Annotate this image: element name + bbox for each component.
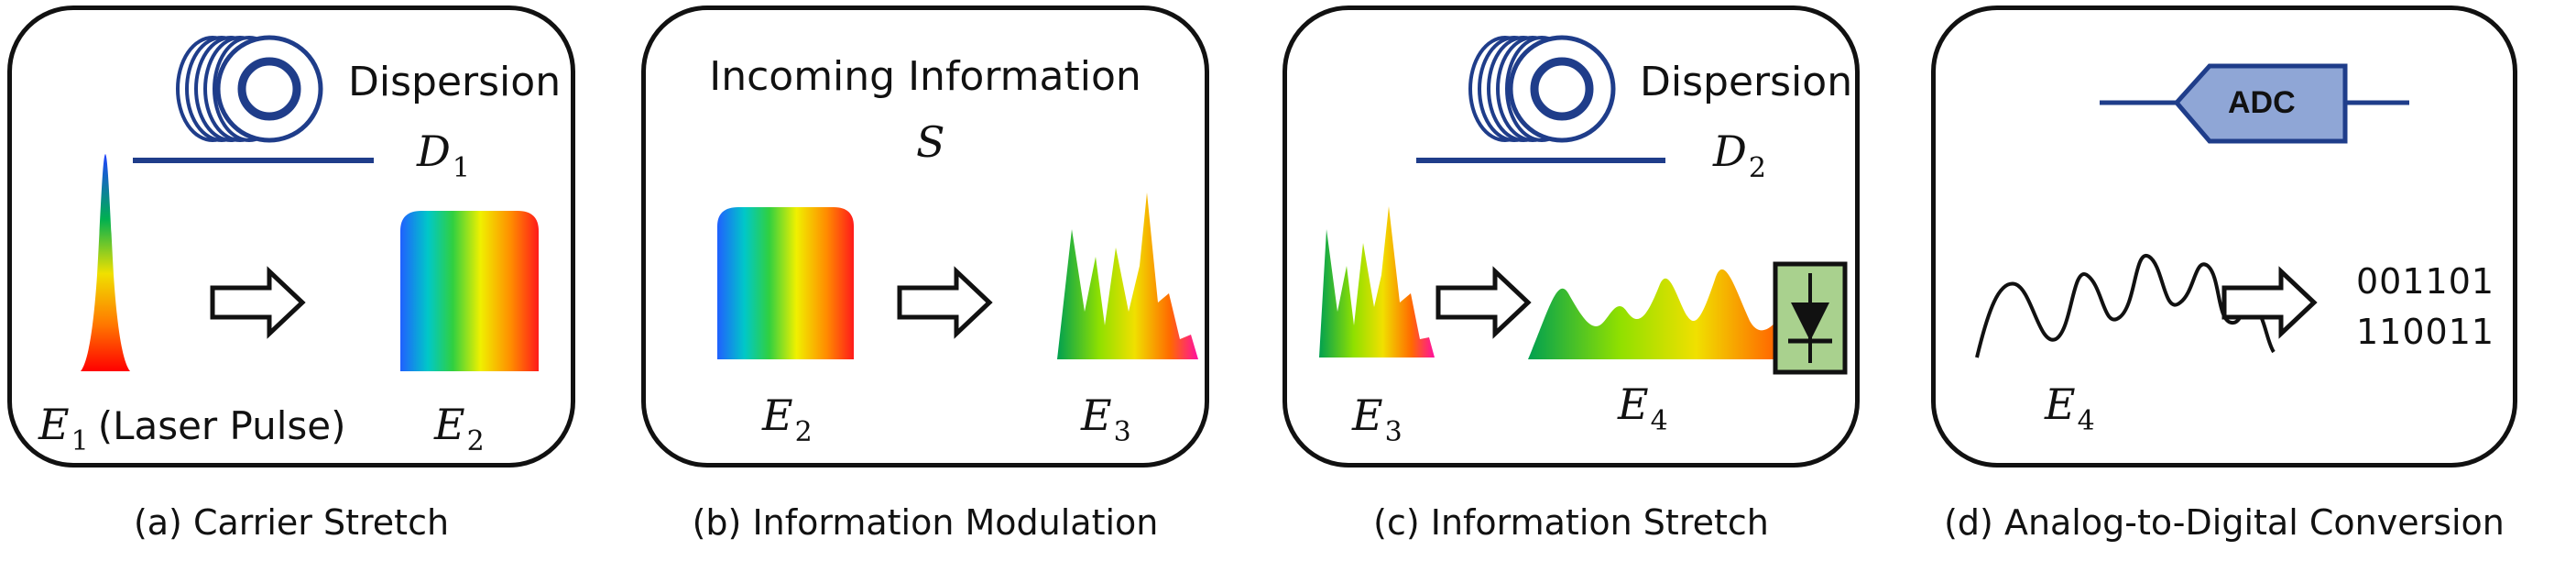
photodetector-icon bbox=[1773, 261, 1848, 375]
bits-line-2: 110011 bbox=[2356, 312, 2495, 353]
caption-a: (a) Carrier Stretch bbox=[133, 502, 450, 543]
adc-label: ADC bbox=[2228, 85, 2296, 120]
right-arrow-icon-a bbox=[213, 271, 302, 334]
right-arrow-icon-b bbox=[900, 271, 989, 334]
analog-waveform bbox=[1975, 253, 2276, 358]
caption-d: (d) Analog-to-Digital Conversion bbox=[1944, 502, 2505, 543]
laser-pulse-shape bbox=[81, 154, 130, 371]
output-field-label-a: E2 bbox=[434, 400, 485, 457]
output-field-label-c: E4 bbox=[1618, 380, 1668, 437]
input-field-label-b: E2 bbox=[762, 390, 813, 448]
adc-icon bbox=[2100, 63, 2409, 144]
output-field-label-b: E3 bbox=[1081, 390, 1131, 448]
caption-b: (b) Information Modulation bbox=[692, 502, 1159, 543]
incoming-information-title: Incoming Information bbox=[709, 53, 1141, 100]
stretched-spectrum-b bbox=[717, 207, 854, 359]
dispersion-symbol-a: D1 bbox=[417, 126, 470, 184]
right-arrow-icon-d bbox=[2224, 271, 2314, 334]
signal-symbol: S bbox=[916, 117, 945, 167]
digital-output: 001101 110011 bbox=[2356, 257, 2494, 358]
dispersion-label-c: Dispersion bbox=[1640, 59, 1853, 105]
input-field-label-a: E1 (Laser Pulse) bbox=[38, 400, 346, 457]
input-field-label-c: E3 bbox=[1352, 390, 1403, 448]
bits-line-1: 001101 bbox=[2356, 261, 2495, 302]
modulated-spectrum-c bbox=[1319, 206, 1435, 358]
right-arrow-icon-c bbox=[1438, 271, 1528, 334]
fiber-spool-icon-a bbox=[133, 38, 374, 163]
fiber-spool-icon-c bbox=[1416, 38, 1665, 163]
caption-c: (c) Information Stretch bbox=[1373, 502, 1769, 543]
stretched-info-spectrum-c bbox=[1528, 269, 1834, 359]
stretched-spectrum-a bbox=[400, 211, 539, 371]
dispersion-symbol-c: D2 bbox=[1713, 126, 1766, 184]
input-field-label-d: E4 bbox=[2045, 380, 2095, 437]
dispersion-label-a: Dispersion bbox=[348, 59, 562, 105]
modulated-spectrum-b bbox=[1057, 192, 1198, 359]
